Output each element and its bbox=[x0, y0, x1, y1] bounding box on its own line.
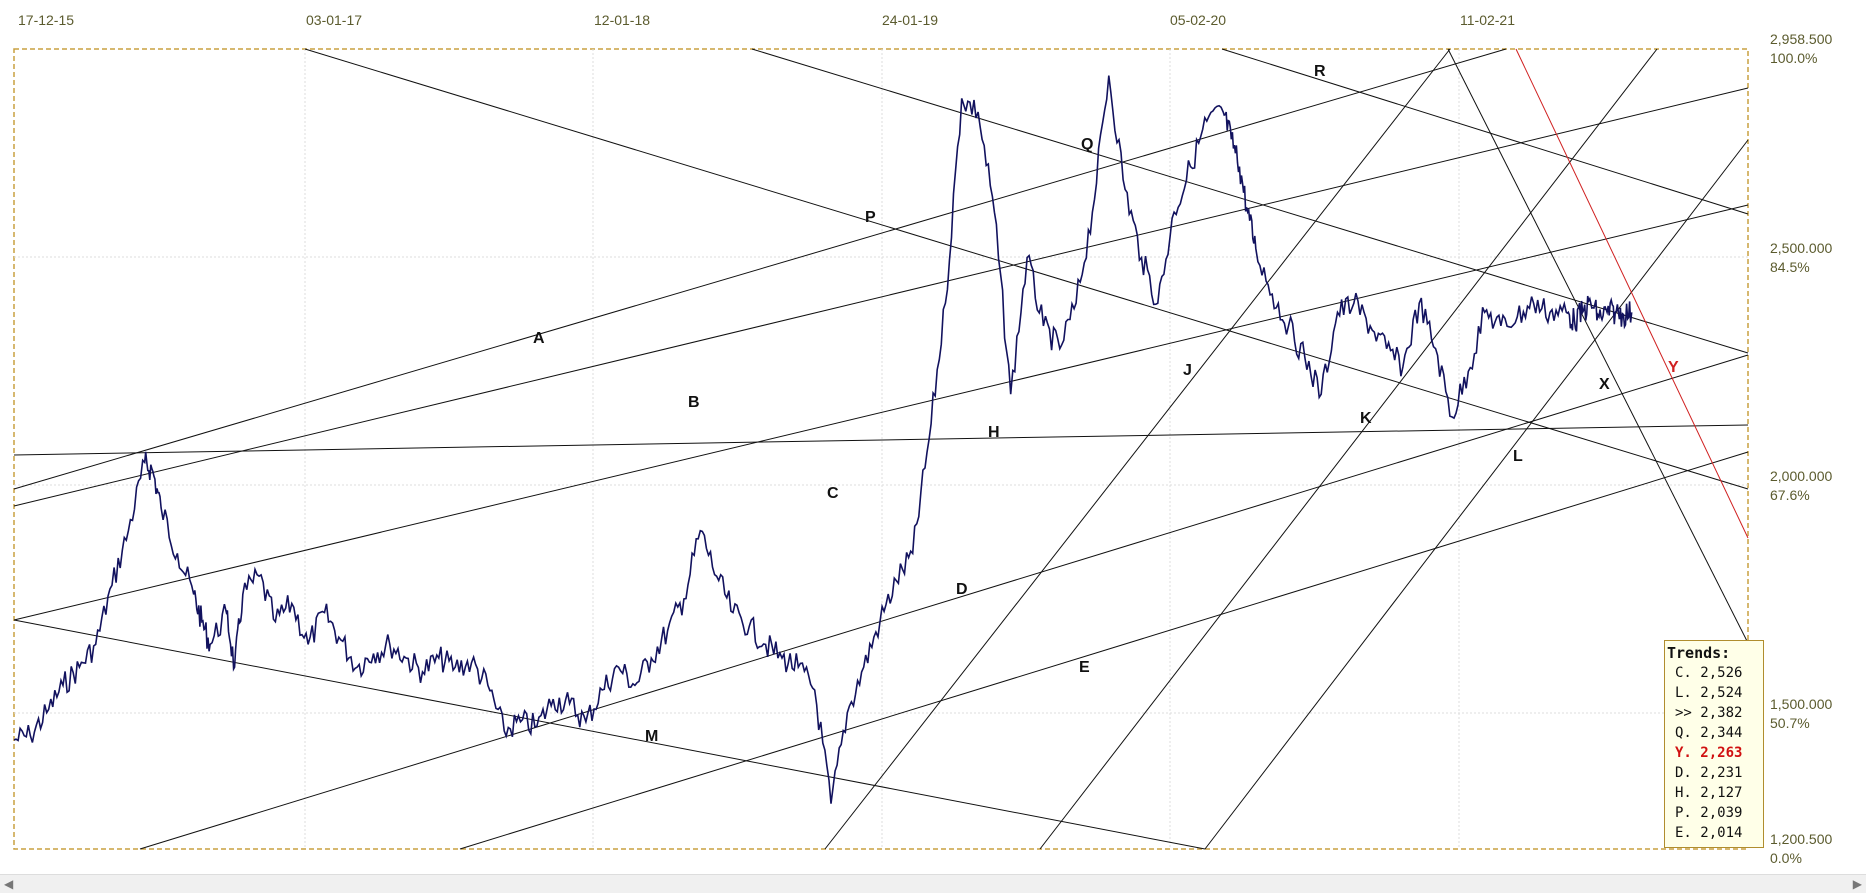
trendline-m bbox=[13, 619, 1206, 850]
trend-value: 2,526 bbox=[1691, 665, 1743, 681]
trendline-q bbox=[751, 48, 1749, 354]
label-b: B bbox=[688, 394, 700, 411]
trendline-c bbox=[13, 204, 1749, 621]
label-p: P bbox=[865, 209, 876, 226]
y-tick-percent: 84.5% bbox=[1770, 259, 1810, 275]
trendline-x bbox=[1447, 48, 1749, 644]
label-r: R bbox=[1314, 63, 1326, 80]
trends-title: Trends: bbox=[1667, 644, 1731, 662]
trendline-k bbox=[1039, 48, 1658, 850]
trend-row: Y. 2,263 bbox=[1667, 743, 1761, 763]
trend-key: P. bbox=[1675, 805, 1692, 821]
trend-row: E. 2,014 bbox=[1667, 823, 1761, 843]
trend-row: D. 2,231 bbox=[1667, 763, 1761, 783]
trendline-y bbox=[1515, 48, 1749, 539]
price-series-line bbox=[13, 75, 1633, 804]
x-tick-label: 24-01-19 bbox=[882, 12, 938, 28]
horizontal-scrollbar[interactable]: ◀ ▶ bbox=[0, 874, 1866, 893]
plot-frame bbox=[13, 48, 1749, 850]
y-tick-label: 2,500.000 bbox=[1770, 240, 1832, 256]
label-q: Q bbox=[1081, 136, 1093, 153]
trend-key: Y. bbox=[1675, 745, 1692, 761]
x-tick-label: 05-02-20 bbox=[1170, 12, 1226, 28]
trendline-e bbox=[459, 451, 1749, 850]
x-tick-label: 12-01-18 bbox=[594, 12, 650, 28]
x-tick-label: 03-01-17 bbox=[306, 12, 362, 28]
trend-value: 2,014 bbox=[1691, 825, 1743, 841]
x-tick-label: 17-12-15 bbox=[18, 12, 74, 28]
vertical-grid bbox=[304, 49, 1460, 849]
trend-key: H. bbox=[1675, 785, 1692, 801]
label-d: D bbox=[956, 581, 968, 598]
trend-key: Q. bbox=[1675, 725, 1692, 741]
trend-value: 2,263 bbox=[1691, 745, 1743, 761]
label-a: A bbox=[533, 330, 545, 347]
trend-row: >> 2,382 bbox=[1667, 703, 1761, 723]
scroll-left-icon[interactable]: ◀ bbox=[4, 877, 14, 891]
y-tick-percent: 50.7% bbox=[1770, 715, 1810, 731]
trendline-r bbox=[1221, 48, 1749, 215]
trend-value: 2,524 bbox=[1691, 685, 1743, 701]
trend-row: Q. 2,344 bbox=[1667, 723, 1761, 743]
y-tick-label: 2,000.000 bbox=[1770, 468, 1832, 484]
label-l: L bbox=[1513, 448, 1523, 465]
trendlines bbox=[13, 48, 1749, 850]
y-tick-label: 1,500.000 bbox=[1770, 696, 1832, 712]
trend-row: P. 2,039 bbox=[1667, 803, 1761, 823]
y-tick-label: 2,958.500 bbox=[1770, 31, 1832, 47]
trend-row: H. 2,127 bbox=[1667, 783, 1761, 803]
trend-value: 2,039 bbox=[1691, 805, 1743, 821]
horizontal-grid bbox=[14, 256, 1748, 714]
trend-row: C. 2,526 bbox=[1667, 663, 1761, 683]
trend-value: 2,344 bbox=[1691, 725, 1743, 741]
trendline-b bbox=[13, 87, 1749, 507]
label-x: X bbox=[1599, 376, 1610, 393]
y-tick-label: 1,200.500 bbox=[1770, 831, 1832, 847]
y-axis-labels: 2,958.500 100.0% 2,500.000 84.5% 2,000.0… bbox=[1770, 31, 1832, 866]
x-tick-label: 11-02-21 bbox=[1460, 12, 1515, 28]
label-m: M bbox=[645, 728, 658, 745]
trend-value: 2,127 bbox=[1691, 785, 1743, 801]
trendline-h bbox=[13, 424, 1749, 456]
trend-row: L. 2,524 bbox=[1667, 683, 1761, 703]
trend-key: L. bbox=[1675, 685, 1692, 701]
trend-key: D. bbox=[1675, 765, 1692, 781]
label-c: C bbox=[827, 485, 839, 502]
label-y: Y bbox=[1668, 359, 1679, 376]
trends-list: C. 2,526 L. 2,524 >> 2,382 Q. 2,344 Y. 2,263… bbox=[1667, 663, 1761, 843]
trend-value: 2,382 bbox=[1691, 705, 1743, 721]
trendline-l bbox=[1204, 139, 1749, 850]
trendline-labels: A B C D E H J K L M P Q R X Y bbox=[533, 63, 1679, 745]
trendline-d bbox=[139, 354, 1749, 850]
trend-key: >> bbox=[1675, 705, 1692, 721]
label-e: E bbox=[1079, 659, 1090, 676]
x-axis-labels: 17-12-15 03-01-17 12-01-18 24-01-19 05-0… bbox=[18, 12, 1515, 28]
trend-key: E. bbox=[1675, 825, 1692, 841]
scroll-right-icon[interactable]: ▶ bbox=[1852, 877, 1862, 891]
label-h: H bbox=[988, 424, 1000, 441]
trendline-a bbox=[13, 48, 1507, 490]
trends-panel: Trends: C. 2,526 L. 2,524 >> 2,382 Q. 2,344… bbox=[1664, 640, 1764, 848]
trend-value: 2,231 bbox=[1691, 765, 1743, 781]
trendline-j bbox=[824, 48, 1451, 850]
y-tick-percent: 0.0% bbox=[1770, 850, 1802, 866]
y-tick-percent: 67.6% bbox=[1770, 487, 1810, 503]
label-j: J bbox=[1183, 362, 1192, 379]
y-tick-percent: 100.0% bbox=[1770, 50, 1817, 66]
label-k: K bbox=[1360, 410, 1372, 427]
trend-key: C. bbox=[1675, 665, 1692, 681]
